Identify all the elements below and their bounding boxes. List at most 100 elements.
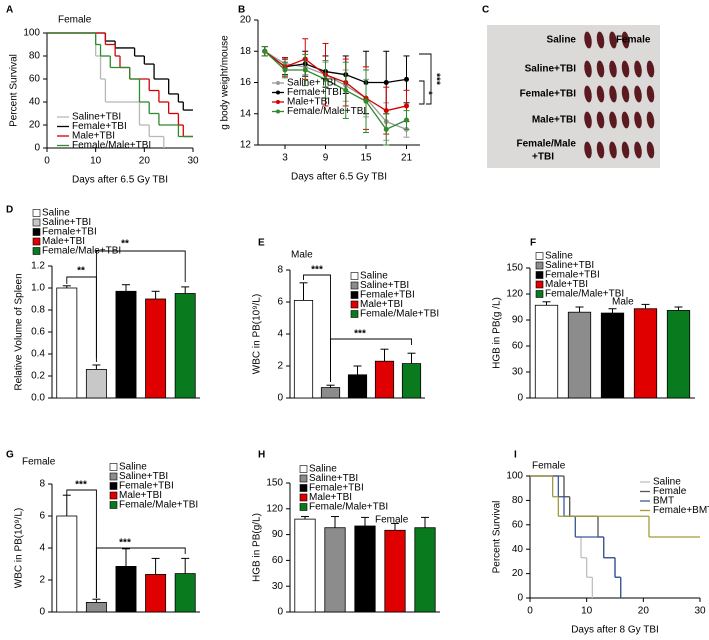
y-tick-label: 2: [39, 575, 45, 586]
legend-swatch: [535, 271, 544, 279]
legend-marker: [276, 81, 280, 85]
y-tick-label: 12: [240, 140, 252, 151]
significance-label: *: [422, 91, 433, 95]
y-tick-label: 0: [39, 607, 45, 618]
bar: [354, 525, 376, 613]
legend-label: Saline: [545, 251, 573, 262]
y-tick-label: 6: [277, 297, 283, 308]
y-tick-label: 60: [512, 519, 524, 530]
x-tick-label: 30: [187, 156, 199, 167]
legend-label: BMT: [653, 496, 674, 507]
marker: [363, 98, 369, 104]
y-tick-label: 1.0: [31, 283, 45, 294]
bar: [293, 299, 314, 399]
bar: [115, 290, 137, 399]
legend-label: Male+TBI: [360, 299, 403, 310]
panel-letter: C: [482, 5, 489, 16]
spleen: [621, 111, 630, 129]
legend-swatch: [299, 484, 308, 492]
y-tick-label: 0: [277, 607, 283, 618]
spleen: [596, 31, 605, 49]
legend-label: Saline: [119, 462, 147, 473]
panel-title: Female: [22, 457, 56, 468]
spleen: [609, 111, 617, 129]
bar: [324, 527, 346, 613]
y-tick-label: 1.2: [31, 261, 45, 272]
bar: [56, 287, 78, 399]
spleen: [609, 141, 617, 159]
x-tick-label: 30: [694, 606, 706, 617]
legend-label: Female/Male+TBI: [287, 106, 366, 117]
y-tick-label: 8: [39, 479, 45, 490]
legend-label: Female+TBI: [545, 270, 600, 281]
y-tick-label: 60: [29, 74, 41, 85]
legend-swatch: [32, 218, 41, 227]
panel-letter: D: [6, 205, 13, 216]
legend-swatch: [109, 501, 118, 509]
y-tick-label: 0: [517, 593, 523, 604]
y-tick-label: 90: [272, 529, 284, 540]
x-axis-label: Days after 6.5 Gy TBI: [72, 175, 168, 186]
y-tick-label: 0: [34, 143, 40, 154]
legend-swatch: [299, 465, 308, 473]
y-tick-label: 0.8: [31, 305, 45, 316]
bar: [294, 518, 316, 613]
legend-label: Female/Male+TBI: [119, 500, 198, 511]
bar: [85, 602, 107, 613]
row-label: Male+TBI: [532, 115, 576, 126]
y-tick-label: 150: [506, 263, 523, 274]
row-label: Saline+TBI: [525, 64, 577, 75]
y-tick-label: 0: [517, 393, 523, 404]
panel-letter: G: [6, 450, 14, 461]
legend-swatch: [535, 290, 544, 298]
spleen: [634, 141, 642, 159]
legend-label: Female/Male+TBI: [545, 289, 624, 300]
marker: [383, 126, 389, 132]
legend-swatch: [32, 228, 41, 236]
significance-label: **: [121, 239, 129, 250]
legend-swatch: [350, 291, 359, 299]
y-axis-label: Relative Volume of Spleen: [14, 273, 25, 390]
spleen: [596, 85, 605, 103]
y-tick-label: 18: [240, 46, 252, 57]
y-tick-label: 150: [266, 478, 283, 489]
spleen: [609, 85, 617, 103]
y-tick-label: 0.2: [31, 371, 45, 382]
significance-bracket: [95, 250, 186, 358]
bar: [567, 311, 592, 399]
bar: [600, 312, 625, 399]
legend-swatch: [299, 474, 308, 483]
y-tick-label: 0.4: [31, 349, 45, 360]
spleen: [621, 141, 630, 159]
legend-label: Male+TBI: [287, 97, 330, 108]
y-tick-label: 4: [39, 543, 45, 554]
spleen: [596, 111, 605, 129]
spleen: [646, 141, 655, 159]
significance-bracket: [66, 489, 97, 598]
y-tick-label: 20: [512, 568, 524, 579]
marker: [323, 76, 328, 82]
photo-annotation: Female: [616, 35, 651, 46]
legend-label: Saline+TBI: [287, 78, 336, 89]
significance-bracket: [95, 547, 186, 598]
spleen: [596, 60, 605, 78]
significance-bracket: [303, 274, 331, 382]
y-tick-label: 40: [512, 544, 524, 555]
row-label: Female/Male: [517, 139, 577, 150]
x-tick-label: 0: [527, 606, 533, 617]
legend-label: Male+TBI: [545, 279, 588, 290]
y-tick-label: 60: [272, 555, 284, 566]
x-axis-label: Days after 8 Gy TBI: [571, 625, 659, 636]
y-tick-label: 14: [240, 108, 252, 119]
legend-label: Female/Male+TBI: [360, 309, 439, 320]
marker: [262, 48, 268, 54]
bar: [115, 566, 137, 613]
series-line: [264, 50, 407, 112]
legend-label: Saline: [360, 271, 388, 282]
marker: [383, 80, 389, 85]
y-axis-label: Percent Survival: [492, 501, 503, 574]
y-tick-label: 100: [506, 471, 523, 482]
marker: [343, 87, 349, 93]
